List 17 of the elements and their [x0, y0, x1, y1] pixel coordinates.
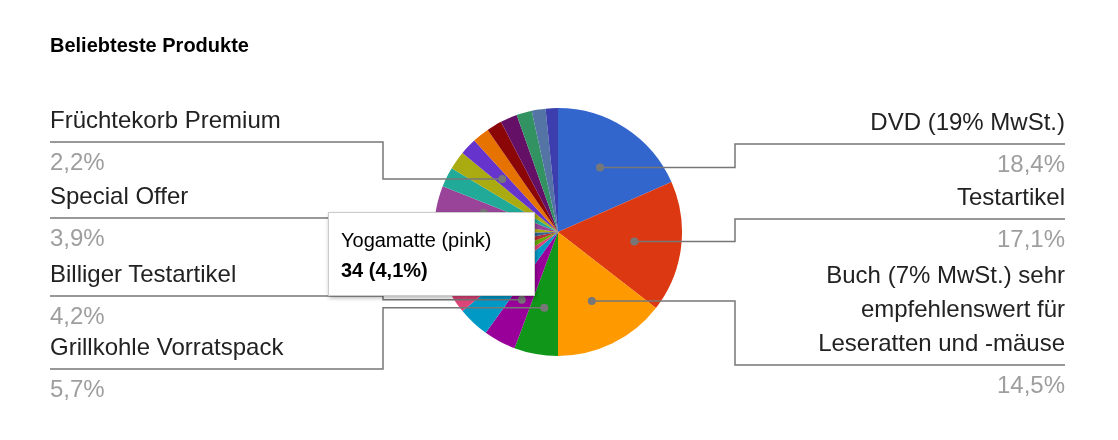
chart-title: Beliebteste Produkte: [50, 34, 249, 57]
slice-label: Testartikel: [955, 182, 1065, 212]
slice-label: Special Offer: [50, 181, 190, 211]
slice-label: Grillkohle Vorratspack: [50, 332, 285, 362]
data-label: 14,5%: [995, 370, 1065, 400]
slice-label: DVD (19% MwSt.): [869, 107, 1065, 137]
data-label: 2,2%: [50, 147, 106, 177]
text: Yogamatte (pink): [341, 228, 493, 253]
text: 34 (4,1%): [341, 258, 429, 283]
data-label: 18,4%: [995, 149, 1065, 179]
slice-label: Billiger Testartikel: [50, 260, 237, 287]
data-label: 3,9%: [50, 224, 105, 251]
data-label: 4,2%: [50, 301, 106, 331]
data-label: 17,1%: [995, 224, 1065, 254]
slice-label: Früchtekorb Premium: [50, 105, 282, 135]
data-label: 5,7%: [50, 374, 106, 404]
slice-label: Buch (7% MwSt.) sehr empfehlenswert für Leseratten und -mäuse: [817, 260, 1065, 358]
